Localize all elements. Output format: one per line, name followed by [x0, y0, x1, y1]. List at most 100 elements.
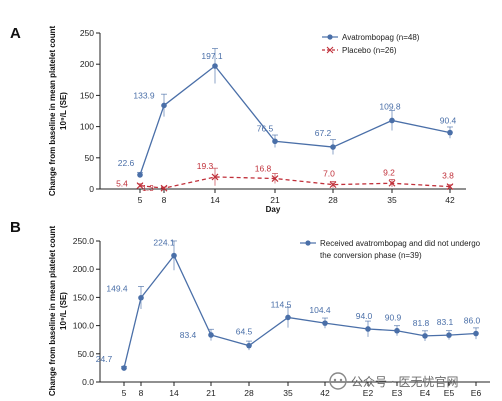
wechat-icon: [329, 372, 347, 390]
data-point-B-0: [121, 365, 127, 371]
data-point-A-1: [329, 181, 337, 189]
data-point-A-1: [160, 184, 168, 192]
data-label-B-0: 64.5: [236, 327, 253, 337]
data-point-A-0: [447, 129, 453, 136]
x-tick-label-A: 21: [270, 195, 280, 205]
data-label-A-0: 76.5: [257, 123, 274, 133]
y-axis-title-A: Change from baseline in mean platelet co…: [48, 26, 68, 197]
x-tick-label-B: E4: [420, 388, 431, 398]
legend-label-B-0: the conversion phase (n=39): [320, 251, 422, 260]
panel-letter-A: A: [10, 25, 21, 42]
data-label-A-0: 133.9: [133, 90, 155, 100]
data-label-B-0: 83.1: [437, 317, 454, 327]
y-axis-title-B: Change from baseline in mean platelet co…: [48, 226, 68, 397]
y-tick-label-B: 50.0: [77, 349, 94, 359]
data-point-A-0: [212, 63, 218, 69]
x-tick-label-B: 35: [283, 388, 293, 398]
wechat-icon-eye-right: [339, 378, 343, 382]
x-tick-label-B: 21: [206, 388, 216, 398]
x-tick-label-B: 14: [169, 388, 179, 398]
data-point-A-1: [211, 173, 219, 181]
data-point-A-1: [271, 175, 279, 182]
data-label-B-0: 224.1: [153, 238, 175, 248]
legend-label-B-0: Received avatrombopag and did not underg…: [320, 239, 481, 248]
y-tick-label-A: 150: [80, 90, 94, 100]
series-line-B-0: [123, 254, 477, 369]
data-label-B-0: 86.0: [464, 315, 481, 325]
y-tick-label-A: 50: [85, 153, 95, 163]
x-tick-label-A: 35: [387, 195, 397, 205]
x-axis-title-A: Day: [266, 205, 281, 214]
x-tick-label-B: 5: [122, 388, 127, 398]
data-label-A-1: 5.4: [116, 179, 128, 189]
wechat-icon-eye-left: [333, 378, 337, 382]
legend-label-A-0: Avatrombopag (n=48): [342, 33, 420, 42]
series-line-A-0: [139, 65, 451, 176]
data-point-A-0: [389, 117, 395, 124]
data-point-B-0: [365, 326, 371, 332]
data-label-B-0: 81.8: [413, 318, 430, 328]
y-tick-label-B: 0.0: [82, 377, 94, 387]
y-tick-label-B: 200.0: [73, 264, 95, 274]
data-point-A-0: [272, 138, 278, 145]
legend-marker-A-1: [326, 46, 334, 54]
x-tick-label-B: E5: [444, 388, 455, 398]
y-tick-label-B: 150.0: [73, 292, 95, 302]
data-label-A-1: 16.8: [255, 164, 272, 174]
data-label-A-0: 90.4: [440, 116, 457, 126]
y-tick-label-A: 100: [80, 122, 94, 132]
x-tick-label-A: 8: [162, 195, 167, 205]
x-tick-label-B: 8: [139, 388, 144, 398]
data-point-A-0: [161, 102, 167, 109]
data-point-B-0: [208, 332, 214, 338]
data-point-B-0: [285, 314, 291, 321]
data-label-A-1: 7.0: [323, 169, 335, 179]
data-point-A-1: [446, 183, 454, 191]
data-point-B-0: [246, 342, 252, 349]
data-label-A-0: 197.1: [201, 51, 223, 61]
y-tick-label-B: 100.0: [73, 321, 95, 331]
x-tick-label-A: 5: [138, 195, 143, 205]
data-label-A-0: 22.6: [118, 158, 135, 168]
data-label-B-0: 149.4: [106, 284, 128, 294]
y-tick-label-B: 250.0: [73, 236, 95, 246]
legend-marker-A-0: [327, 34, 333, 40]
data-label-A-0: 109.8: [379, 101, 401, 111]
data-label-A-1: 9.2: [383, 167, 395, 177]
legend-label-A-1: Placebo (n=26): [342, 46, 397, 55]
x-tick-label-B: E2: [363, 388, 374, 398]
data-point-B-0: [171, 252, 177, 259]
watermark-text: 公众号 · 医无忧官网: [351, 374, 458, 389]
data-label-B-0: 24.7: [96, 354, 113, 364]
data-point-A-1: [388, 179, 396, 187]
data-label-B-0: 83.4: [180, 330, 197, 340]
data-point-B-0: [422, 333, 428, 339]
x-tick-label-B: 28: [244, 388, 254, 398]
data-label-A-1: 3.8: [442, 171, 454, 181]
series-line-A-1: [139, 176, 451, 189]
data-point-B-0: [473, 330, 479, 337]
data-label-A-1: 19.3: [197, 161, 214, 171]
data-point-A-0: [137, 172, 143, 178]
data-point-A-1: [136, 182, 144, 190]
data-point-B-0: [446, 332, 452, 338]
data-label-B-0: 104.4: [309, 305, 331, 315]
x-tick-label-B: E6: [471, 388, 482, 398]
data-label-B-0: 114.5: [271, 299, 292, 309]
data-point-B-0: [394, 327, 400, 334]
data-point-B-0: [322, 320, 328, 326]
legend-marker-B-0: [305, 240, 311, 246]
panel-letter-B: B: [10, 219, 21, 236]
data-label-B-0: 94.0: [356, 311, 373, 321]
x-tick-label-B: E3: [392, 388, 403, 398]
x-tick-label-A: 42: [445, 195, 455, 205]
y-tick-label-A: 250: [80, 28, 94, 38]
data-point-B-0: [138, 294, 144, 301]
x-tick-label-A: 14: [210, 195, 220, 205]
data-label-B-0: 90.9: [385, 313, 402, 323]
x-tick-label-A: 28: [328, 195, 338, 205]
y-tick-label-A: 200: [80, 59, 94, 69]
data-label-A-0: 67.2: [315, 128, 332, 138]
watermark: 公众号 · 医无忧官网: [329, 372, 458, 390]
